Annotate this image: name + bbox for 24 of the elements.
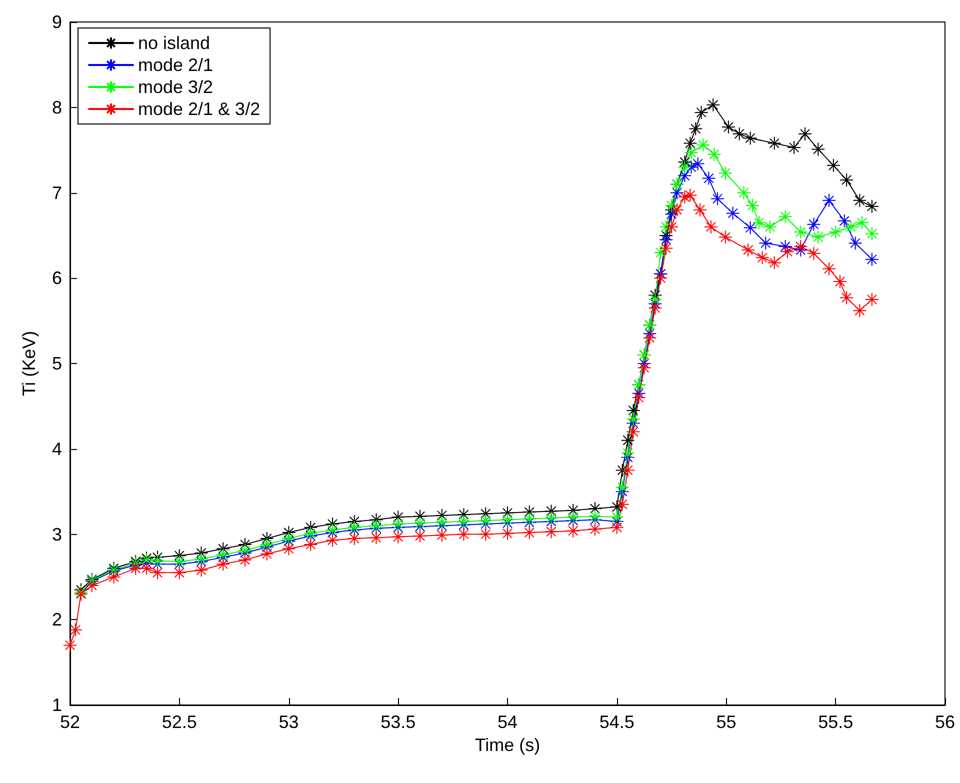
- x-tick-label: 54.5: [599, 712, 634, 732]
- y-tick-label: 6: [52, 268, 62, 288]
- y-tick-label: 9: [52, 12, 62, 32]
- x-tick-label: 52.5: [162, 712, 197, 732]
- x-tick-label: 54: [497, 712, 518, 732]
- x-tick-label: 53: [278, 712, 299, 732]
- y-axis-title: Ti (KeV): [19, 330, 39, 396]
- x-tick-label: 56: [934, 712, 956, 732]
- legend-label: mode 3/2: [138, 77, 214, 97]
- y-tick-label: 5: [52, 354, 62, 374]
- legend-label: mode 2/1: [138, 55, 214, 75]
- y-tick-label: 1: [52, 695, 62, 715]
- y-tick-label: 8: [52, 97, 62, 118]
- x-tick-label: 55: [716, 712, 736, 732]
- x-axis-title: Time (s): [474, 734, 540, 755]
- x-tick-label: 55.5: [818, 712, 854, 732]
- y-tick-label: 4: [52, 438, 62, 459]
- legend-label: mode 2/1 & 3/2: [138, 99, 260, 119]
- y-tick-label: 7: [52, 182, 62, 203]
- x-tick-label: 53.5: [380, 712, 416, 732]
- y-tick-label: 2: [52, 610, 62, 630]
- x-tick-label: 52: [60, 712, 80, 732]
- y-tick-label: 3: [52, 524, 62, 544]
- legend-label: no island: [138, 33, 210, 53]
